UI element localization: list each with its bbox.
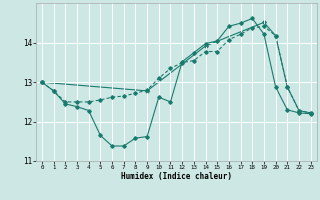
X-axis label: Humidex (Indice chaleur): Humidex (Indice chaleur) xyxy=(121,172,232,181)
